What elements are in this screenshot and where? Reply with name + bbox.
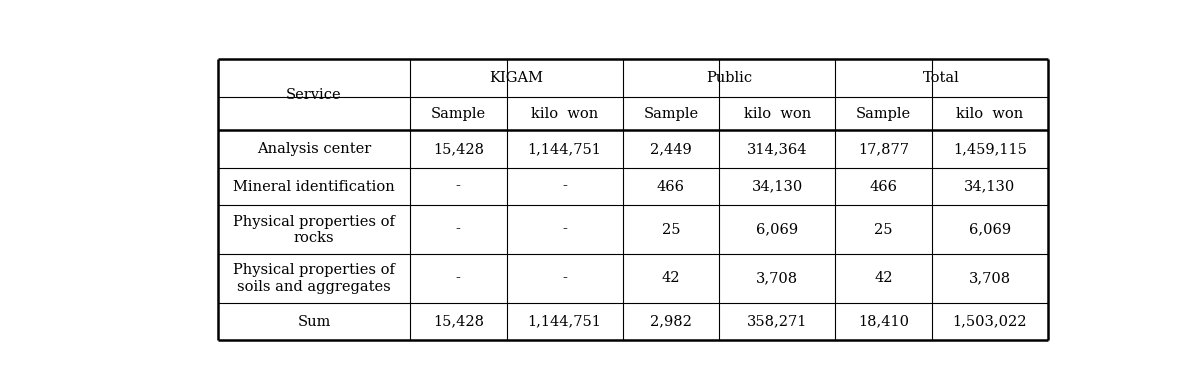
Text: Mineral identification: Mineral identification — [233, 179, 395, 193]
Text: Sample: Sample — [644, 107, 699, 121]
Text: 3,708: 3,708 — [756, 272, 798, 286]
Text: Total: Total — [923, 71, 960, 85]
Text: Sample: Sample — [431, 107, 486, 121]
Text: 25: 25 — [662, 223, 681, 237]
Text: kilo  won: kilo won — [744, 107, 810, 121]
Text: 1,144,751: 1,144,751 — [527, 142, 601, 156]
Text: Service: Service — [286, 88, 342, 102]
Text: Sample: Sample — [856, 107, 912, 121]
Text: 1,503,022: 1,503,022 — [953, 315, 1027, 329]
Text: -: - — [456, 179, 461, 193]
Text: -: - — [456, 272, 461, 286]
Text: 6,069: 6,069 — [969, 223, 1012, 237]
Text: 15,428: 15,428 — [433, 315, 484, 329]
Text: 42: 42 — [662, 272, 681, 286]
Text: kilo  won: kilo won — [531, 107, 599, 121]
Text: Analysis center: Analysis center — [257, 142, 371, 156]
Text: 2,449: 2,449 — [650, 142, 691, 156]
Text: Public: Public — [706, 71, 752, 85]
Text: 42: 42 — [875, 272, 892, 286]
Text: 18,410: 18,410 — [858, 315, 909, 329]
Text: -: - — [456, 223, 461, 237]
Text: -: - — [562, 179, 566, 193]
Text: kilo  won: kilo won — [957, 107, 1023, 121]
Text: Physical properties of
soils and aggregates: Physical properties of soils and aggrega… — [233, 263, 395, 294]
Text: 6,069: 6,069 — [756, 223, 798, 237]
Text: 314,364: 314,364 — [747, 142, 808, 156]
Text: 34,130: 34,130 — [964, 179, 1015, 193]
Text: -: - — [562, 272, 566, 286]
Text: 3,708: 3,708 — [969, 272, 1012, 286]
Text: 17,877: 17,877 — [858, 142, 909, 156]
Text: Physical properties of
rocks: Physical properties of rocks — [233, 214, 395, 245]
Text: 2,982: 2,982 — [650, 315, 691, 329]
Text: 1,459,115: 1,459,115 — [953, 142, 1027, 156]
Text: 1,144,751: 1,144,751 — [527, 315, 601, 329]
Text: 358,271: 358,271 — [747, 315, 807, 329]
Text: 15,428: 15,428 — [433, 142, 484, 156]
Text: KIGAM: KIGAM — [489, 71, 544, 85]
Text: -: - — [562, 223, 566, 237]
Text: Sum: Sum — [298, 315, 331, 329]
Text: 25: 25 — [875, 223, 892, 237]
Text: 466: 466 — [657, 179, 685, 193]
Text: 34,130: 34,130 — [752, 179, 803, 193]
Text: 466: 466 — [870, 179, 897, 193]
